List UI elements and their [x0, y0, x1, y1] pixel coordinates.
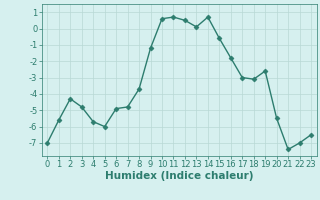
X-axis label: Humidex (Indice chaleur): Humidex (Indice chaleur) [105, 171, 253, 181]
